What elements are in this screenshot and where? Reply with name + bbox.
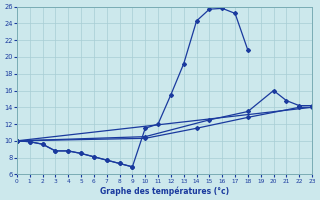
X-axis label: Graphe des températures (°c): Graphe des températures (°c) [100, 186, 229, 196]
